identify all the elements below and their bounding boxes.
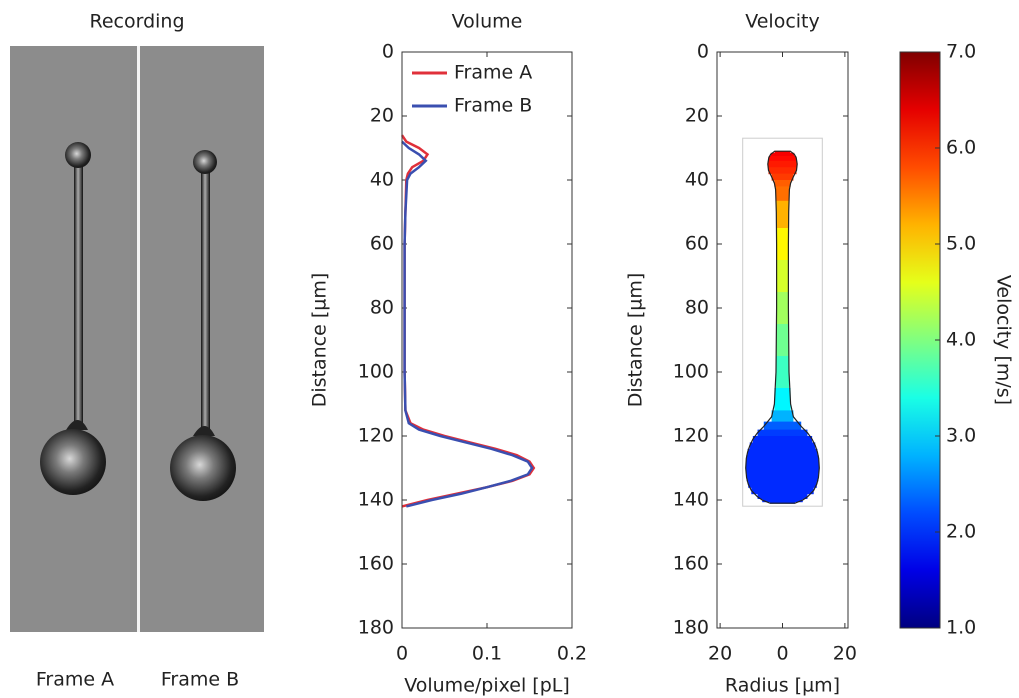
x-tick-label: 0.2 — [557, 643, 587, 665]
colorbar-tick-label: 7.0 — [946, 41, 976, 63]
y-tick-label: 40 — [370, 169, 394, 191]
velocity-band — [772, 174, 794, 181]
velocity-band — [777, 260, 789, 293]
colorbar-tick-label: 5.0 — [946, 233, 976, 255]
colorbar-tick-label: 2.0 — [946, 521, 976, 543]
droplet-thread — [201, 168, 210, 436]
x-tick-label: 0 — [776, 643, 788, 665]
x-axis-label: Radius [µm] — [725, 675, 840, 697]
velocity-band — [774, 388, 790, 411]
y-tick-label: 20 — [685, 105, 709, 127]
colorbar-tick-label: 6.0 — [946, 137, 976, 159]
frame-label: Frame B — [161, 669, 239, 691]
panel-title: Recording — [89, 11, 184, 33]
y-tick-label: 180 — [358, 617, 394, 639]
colorbar-label: Velocity [m/s] — [993, 275, 1015, 405]
velocity-band — [772, 410, 794, 422]
x-axis-label: Volume/pixel [pL] — [404, 675, 570, 697]
legend-label: Frame A — [454, 62, 532, 84]
velocity-band — [776, 186, 790, 201]
frame-label: Frame A — [36, 669, 114, 691]
y-tick-label: 100 — [358, 361, 394, 383]
velocity-band — [746, 463, 820, 473]
page: Recording Frame A Frame B Volume Volume/p… — [0, 0, 1019, 698]
y-tick-label: 60 — [370, 233, 394, 255]
y-tick-label: 40 — [685, 169, 709, 191]
droplet-head — [65, 142, 91, 168]
velocity-band — [777, 292, 789, 325]
frame-divider — [137, 46, 140, 632]
droplet-thread — [74, 160, 83, 430]
velocity-band — [748, 449, 818, 456]
colorbar-tick-label: 1.0 — [946, 617, 976, 639]
colorbar-tick-label: 4.0 — [946, 329, 976, 351]
velocity-band — [769, 156, 796, 161]
chart-title: Volume — [452, 11, 523, 33]
y-tick-label: 0 — [382, 41, 394, 63]
x-tick-label: 0 — [396, 643, 408, 665]
y-tick-label: 0 — [697, 41, 709, 63]
velocity-band — [753, 436, 812, 443]
y-tick-label: 160 — [358, 553, 394, 575]
velocity-band — [750, 442, 816, 449]
figure: Recording Frame A Frame B Volume Volume/p… — [0, 0, 1019, 698]
velocity-band — [768, 167, 796, 174]
y-tick-label: 60 — [685, 233, 709, 255]
droplet-bulb — [40, 429, 106, 495]
y-axis-label: Distance [µm] — [309, 273, 331, 408]
x-tick-label: 20 — [833, 643, 857, 665]
y-tick-label: 160 — [673, 553, 709, 575]
y-tick-label: 120 — [358, 425, 394, 447]
y-tick-label: 80 — [370, 297, 394, 319]
colorbar — [900, 52, 940, 628]
velocity-band — [768, 161, 797, 168]
y-tick-label: 80 — [685, 297, 709, 319]
velocity-band — [776, 356, 789, 389]
velocity-band — [777, 228, 789, 261]
colorbar-tick-label: 3.0 — [946, 425, 976, 447]
velocity-band — [774, 180, 790, 187]
y-tick-label: 180 — [673, 617, 709, 639]
y-tick-label: 140 — [673, 489, 709, 511]
y-tick-label: 100 — [673, 361, 709, 383]
velocity-band — [758, 430, 808, 437]
series-line — [402, 142, 532, 507]
y-tick-label: 140 — [358, 489, 394, 511]
x-tick-label: 20 — [708, 643, 732, 665]
velocity-band — [751, 487, 813, 494]
series-line — [402, 135, 534, 506]
y-tick-label: 20 — [370, 105, 394, 127]
velocity-band — [764, 422, 801, 431]
velocity-band — [747, 473, 819, 482]
velocity-band — [748, 481, 817, 488]
velocity-band — [776, 324, 788, 357]
recording-image — [10, 46, 264, 632]
legend-label: Frame B — [454, 95, 532, 117]
droplet-head — [193, 150, 217, 174]
y-tick-label: 120 — [673, 425, 709, 447]
droplet-bulb — [170, 435, 236, 501]
axes-frame — [402, 52, 572, 628]
chart-title: Velocity — [745, 11, 820, 33]
y-axis-label: Distance [µm] — [625, 273, 647, 408]
velocity-band — [746, 455, 818, 464]
x-tick-label: 0.1 — [472, 643, 502, 665]
velocity-band — [776, 201, 788, 229]
velocity-band — [758, 494, 808, 499]
